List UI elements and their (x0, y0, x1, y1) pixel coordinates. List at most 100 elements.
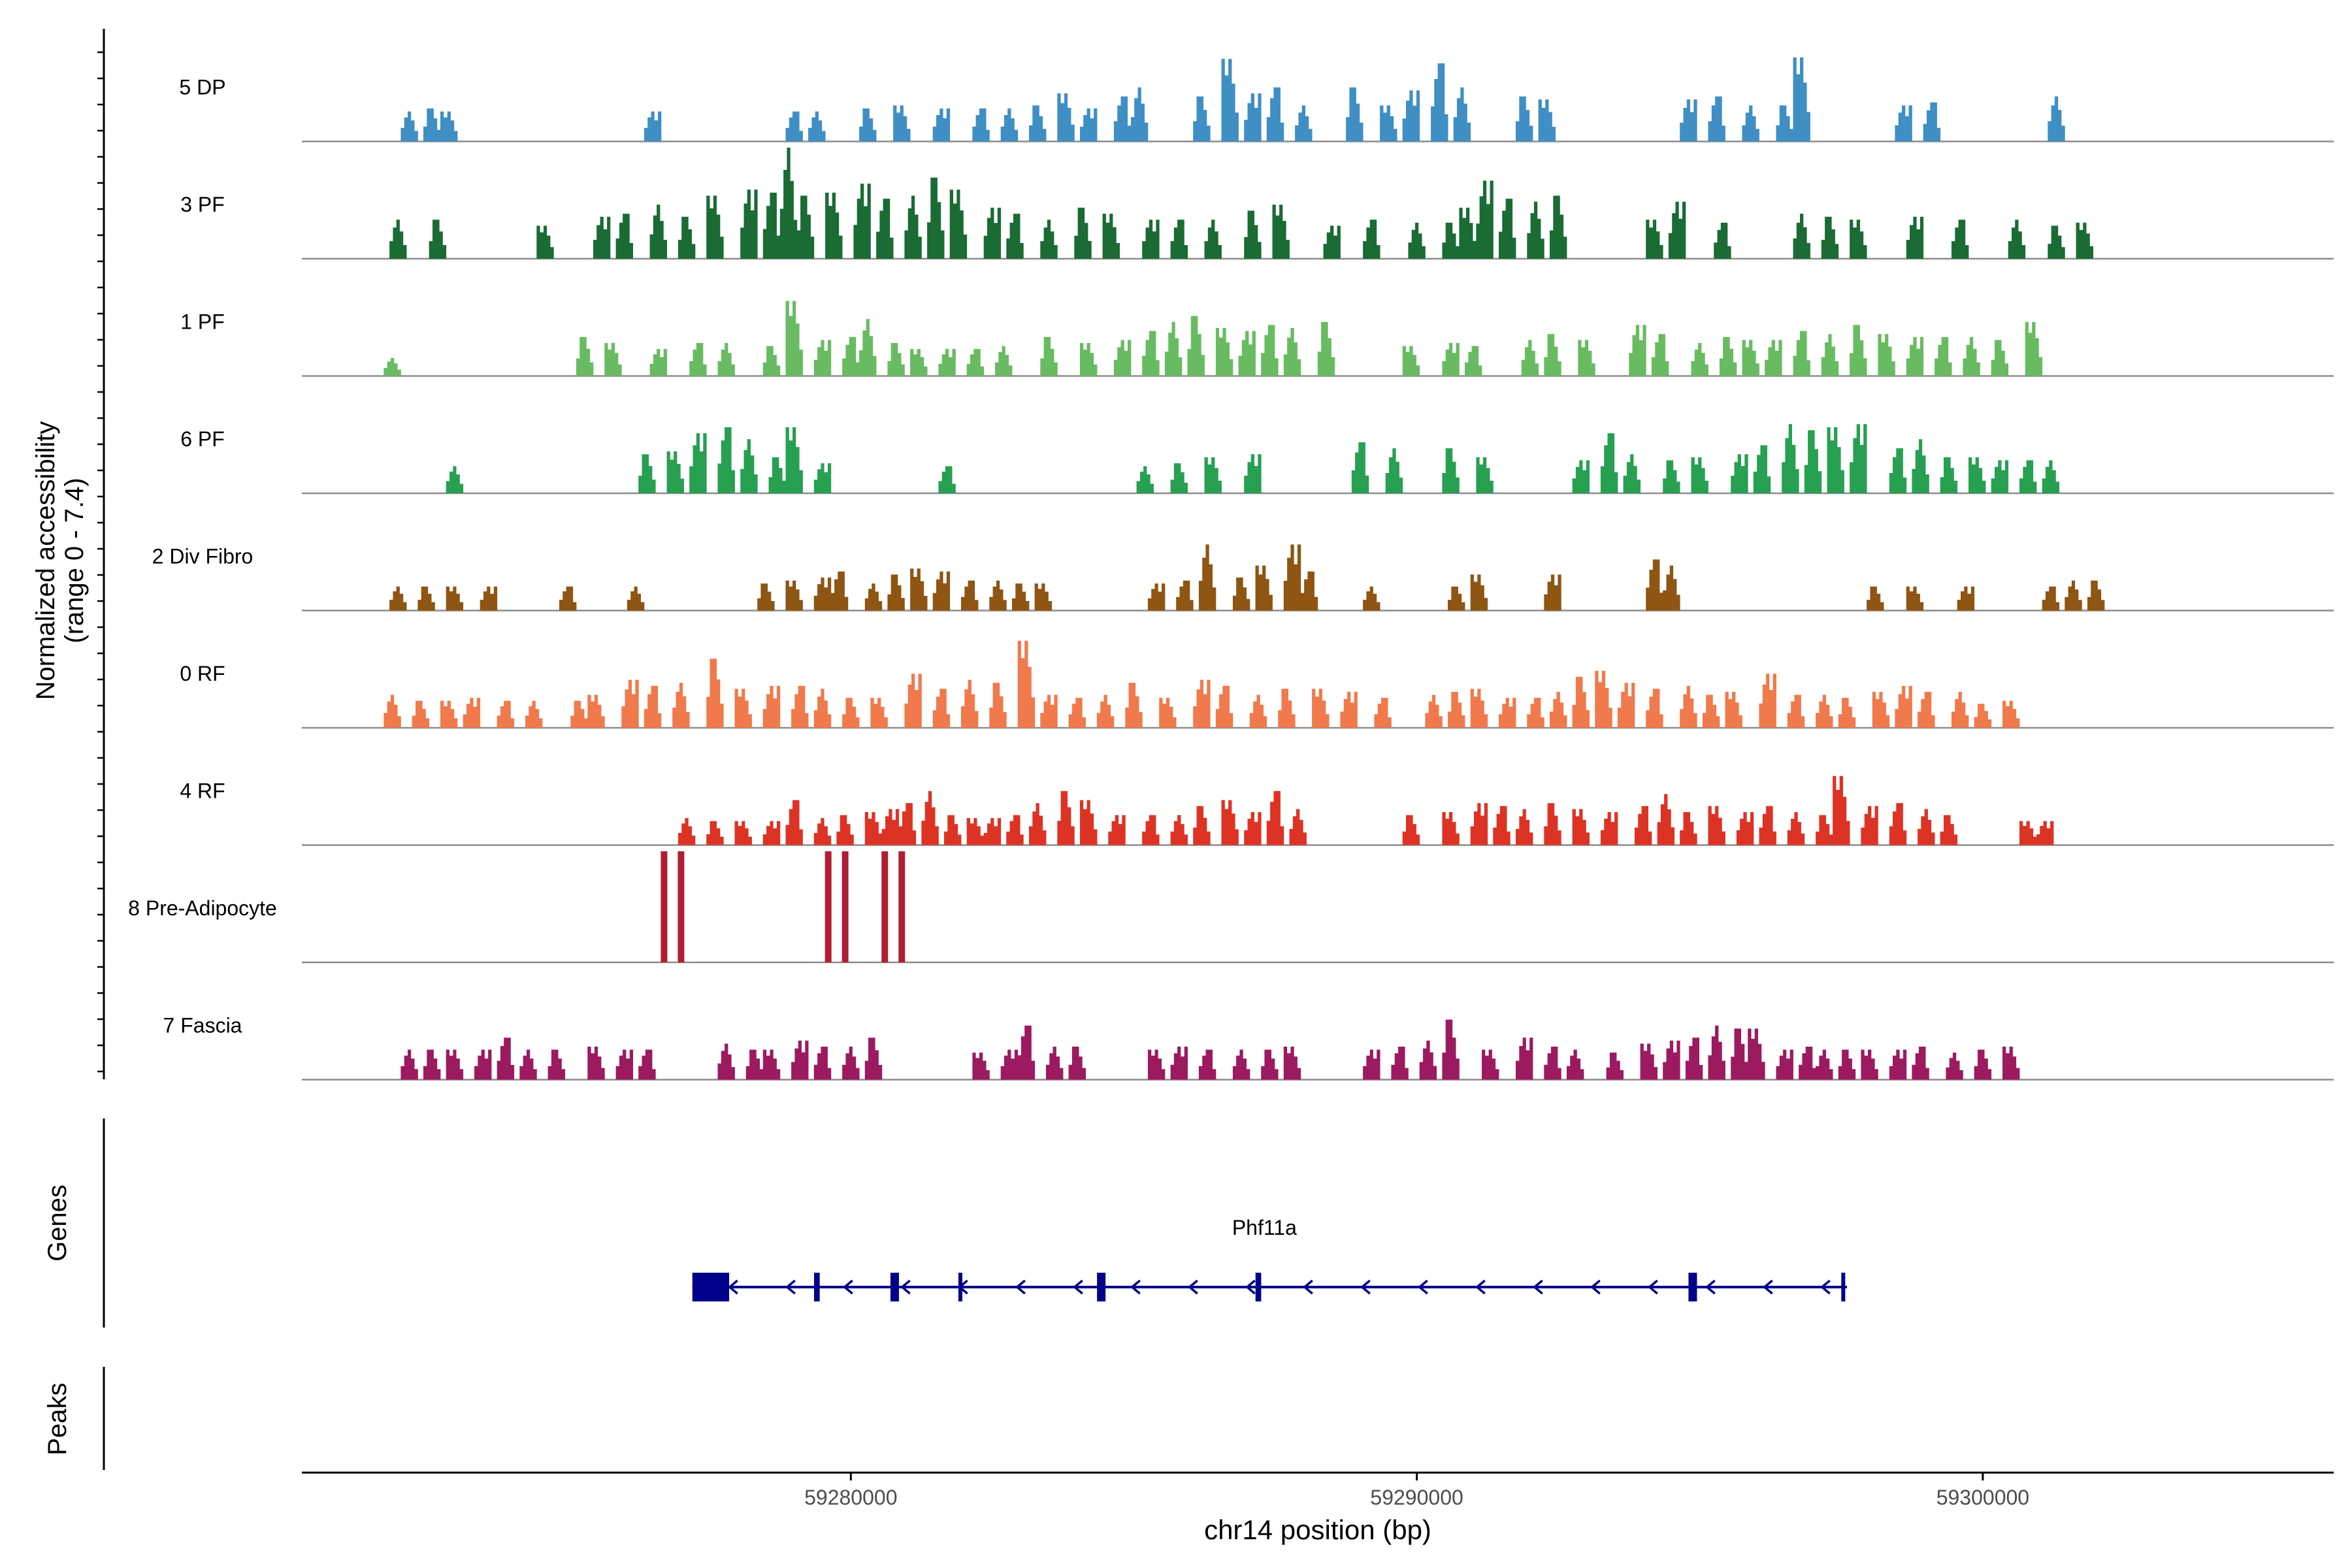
gene-exon (813, 1273, 820, 1301)
strand-arrow (900, 1279, 911, 1295)
coverage-peak (1470, 574, 1488, 611)
coverage-peak (474, 1049, 492, 1080)
coverage-peak (796, 195, 815, 259)
coverage-peak (1946, 1053, 1963, 1080)
coverage-peak (1289, 809, 1307, 845)
coverage-peak (1736, 812, 1754, 845)
coverage-peak (785, 800, 803, 845)
coverage-peak (1521, 340, 1539, 376)
coverage-peak (1991, 460, 2009, 493)
coverage-peak (961, 580, 979, 611)
coverage-peak (1080, 343, 1098, 376)
coverage-peak (559, 586, 577, 611)
coverage-peak (864, 1037, 883, 1080)
coverage-peak (1029, 105, 1047, 142)
coverage-peak (2002, 1047, 2020, 1080)
coverage-peak (1850, 220, 1867, 259)
strand-arrow (1533, 1279, 1543, 1295)
coverage-peak (734, 689, 752, 728)
strand-arrow (1073, 1279, 1083, 1295)
peaks-track-label: Peaks (43, 1382, 72, 1455)
coverage-peak (1255, 565, 1273, 611)
coverage-peak (1816, 694, 1833, 728)
coverage-peak (1708, 96, 1725, 142)
x-tick-label: 59280000 (804, 1486, 897, 1509)
coverage-peak (1232, 578, 1250, 611)
coverage-peak (1527, 698, 1544, 728)
coverage-peak (621, 679, 639, 728)
coverage-peak (1776, 1049, 1793, 1080)
coverage-peak (1040, 336, 1058, 376)
coverage-peak (1402, 90, 1420, 142)
coverage-peak (2036, 821, 2054, 845)
coverage-peak (1646, 220, 1663, 259)
coverage-peak (1516, 809, 1533, 845)
strand-arrow (728, 1279, 738, 1295)
coverage-peak (1906, 336, 1924, 376)
track-8-pre-adipocyte: 8 Pre-Adipocyte (128, 851, 2334, 964)
coverage-peak (2042, 586, 2060, 611)
coverage-peak (1453, 87, 1471, 142)
coverage-peak (762, 821, 781, 845)
coverage-peak (949, 189, 968, 259)
coverage-peak (1442, 1019, 1460, 1080)
coverage-peak (1142, 815, 1160, 845)
track-label: 4 RF (180, 779, 225, 803)
coverage-peak (910, 349, 928, 376)
coverage-peak (1708, 1025, 1725, 1080)
coverage-peak (762, 346, 781, 376)
coverage-peak (1283, 328, 1301, 376)
coverage-peak (615, 214, 633, 259)
coverage-peak (841, 851, 849, 962)
coverage-peak (678, 216, 696, 259)
coverage-peak (961, 679, 979, 728)
coverage-peak (576, 336, 594, 376)
coverage-peak (1918, 691, 1935, 728)
coverage-peak (1431, 63, 1448, 142)
coverage-peak (734, 821, 752, 845)
coverage-peak (1080, 108, 1098, 142)
coverage-peak (1193, 96, 1211, 142)
coverage-peak (1680, 685, 1697, 728)
coverage-peak (1244, 812, 1262, 845)
coverage-peak (757, 583, 775, 611)
coverage-peak (893, 105, 911, 142)
coverage-peak (1448, 586, 1465, 611)
coverage-peak (1391, 1047, 1409, 1080)
coverage-peak (1850, 424, 1867, 493)
coverage-peak (706, 195, 724, 259)
coverage-peak (1187, 316, 1205, 376)
coverage-peak (1193, 679, 1211, 728)
coverage-peak (989, 580, 1007, 611)
coverage-peak (497, 1037, 515, 1080)
coverage-peak (2076, 222, 2093, 259)
coverage-peak (785, 111, 803, 142)
coverage-peak (638, 454, 656, 493)
coverage-peak (1765, 340, 1782, 376)
track-label: 7 Fascia (163, 1014, 242, 1037)
strand-arrow (1705, 1279, 1716, 1295)
coverage-peak (989, 683, 1007, 728)
coverage-peak (1544, 803, 1561, 845)
coverage-peak (1714, 222, 1731, 259)
coverage-peak (1170, 220, 1188, 259)
coverage-peak (1912, 1047, 1929, 1080)
coverage-peak (717, 427, 735, 493)
coverage-peak (1261, 1049, 1279, 1080)
coverage-peak (1595, 670, 1612, 728)
coverage-peak (519, 1049, 537, 1080)
coverage-peak (813, 340, 832, 376)
coverage-peak (1249, 694, 1267, 728)
coverage-peak (1006, 214, 1024, 259)
strand-arrow (1015, 1279, 1026, 1295)
track-0-rf: 0 RF (180, 640, 2334, 729)
coverage-peak (1861, 806, 1878, 845)
coverage-peak (1425, 694, 1443, 728)
coverage-peak (740, 439, 758, 493)
coverage-peak (1787, 694, 1805, 728)
coverage-peak (938, 466, 956, 493)
coverage-peak (1691, 343, 1708, 376)
coverage-peak (1283, 1047, 1301, 1080)
coverage-peak (689, 433, 707, 493)
